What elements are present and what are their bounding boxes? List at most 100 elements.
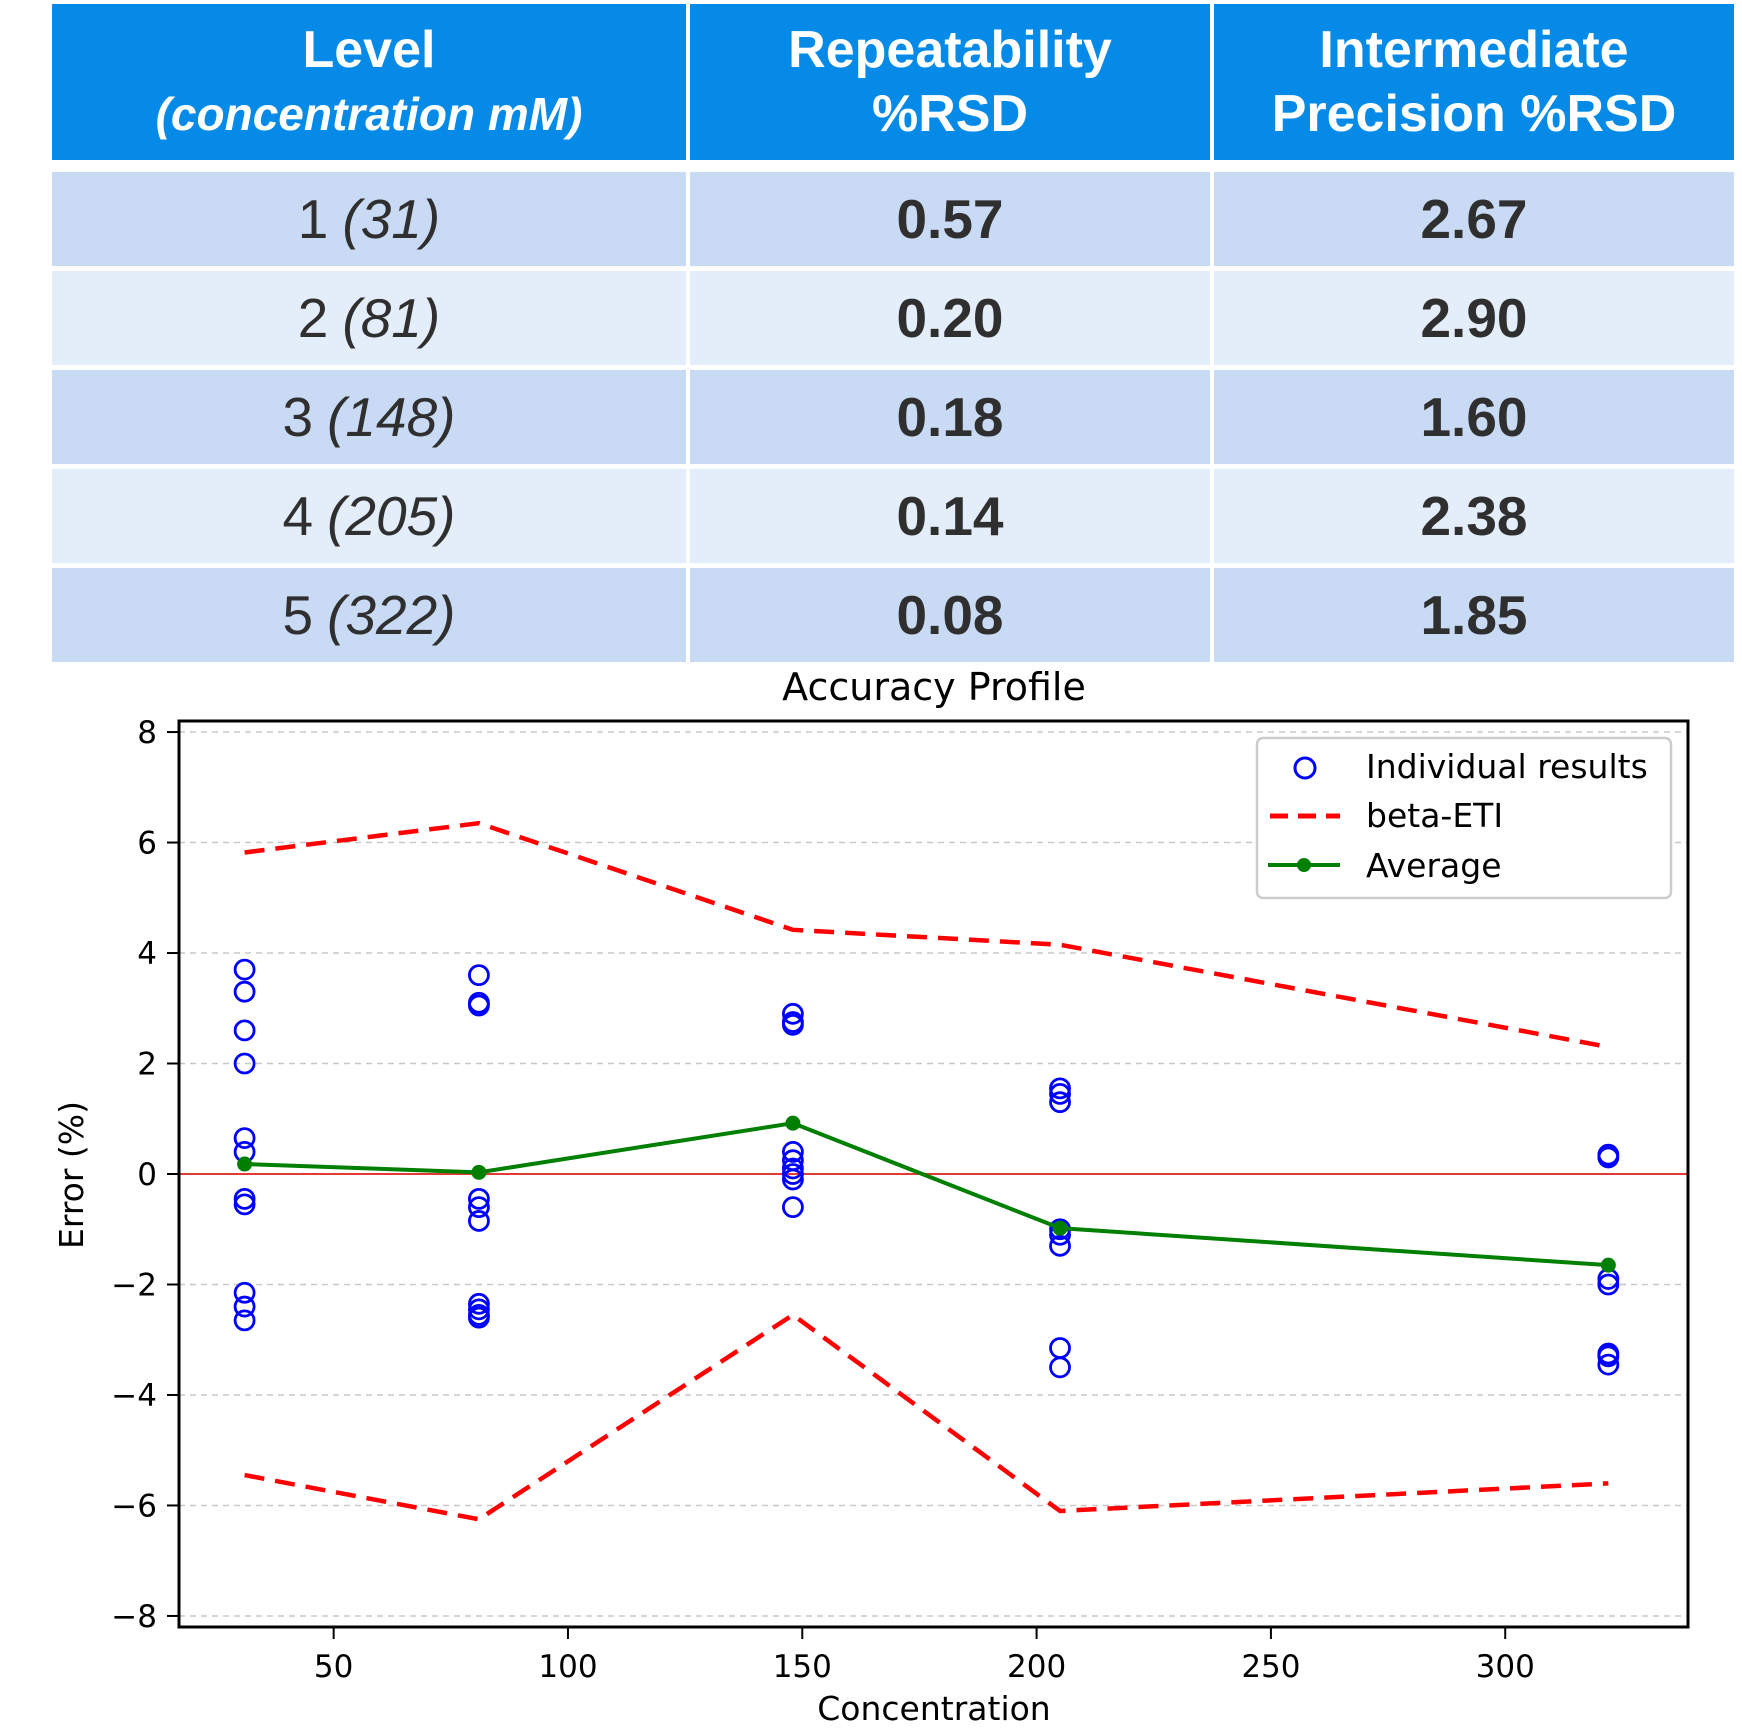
individual-result-point bbox=[233, 1295, 256, 1318]
y-tick-label: −4 bbox=[111, 1378, 157, 1414]
individual-result-point bbox=[468, 1187, 490, 1210]
header-repeatability: Repeatability %RSD bbox=[690, 4, 1210, 160]
x-tick-label: 300 bbox=[1476, 1649, 1535, 1685]
y-tick-label: −6 bbox=[111, 1488, 157, 1524]
average-line bbox=[244, 1121, 1609, 1268]
cell-intermediate-precision: 2.38 bbox=[1214, 469, 1734, 563]
y-ticks: 8 6 4 2 0 −2 −4 −6 −8 bbox=[111, 715, 179, 1635]
cell-level: 4 (205) bbox=[52, 469, 686, 563]
individual-result-point bbox=[233, 1127, 256, 1149]
header-intermediate-precision: Intermediate Precision %RSD bbox=[1214, 4, 1734, 160]
y-axis-label: Error (%) bbox=[52, 1101, 91, 1249]
average-point bbox=[785, 1115, 801, 1131]
individual-result-point bbox=[233, 1281, 256, 1304]
table-row: 5 (322) 0.08 1.85 bbox=[52, 568, 1738, 662]
level-number: 1 bbox=[297, 188, 329, 250]
individual-result-point bbox=[782, 1157, 804, 1180]
level-concentration: (148) bbox=[327, 386, 456, 448]
precision-table: Level (concentration mM) Repeatability %… bbox=[52, 4, 1738, 667]
x-tick-label: 200 bbox=[1007, 1649, 1066, 1685]
average-point bbox=[1600, 1257, 1616, 1273]
legend-average-label: Average bbox=[1366, 846, 1502, 885]
individual-result-point bbox=[468, 1292, 490, 1315]
table-row: 4 (205) 0.14 2.38 bbox=[52, 469, 1738, 563]
y-tick-label: 6 bbox=[137, 826, 157, 862]
x-tick-label: 100 bbox=[538, 1649, 597, 1685]
beta-eti-upper-line bbox=[244, 820, 1609, 1050]
average-point bbox=[237, 1156, 253, 1172]
chart-title: Accuracy Profile bbox=[782, 665, 1086, 709]
legend-individual-results-label: Individual results bbox=[1366, 747, 1648, 786]
y-tick-label: 4 bbox=[137, 936, 157, 972]
individual-result-point bbox=[468, 1306, 490, 1329]
chart-marks bbox=[179, 820, 1688, 1522]
cell-repeatability: 0.14 bbox=[690, 469, 1210, 563]
individual-result-point bbox=[233, 1309, 256, 1332]
individual-result-point bbox=[782, 1013, 804, 1036]
individual-result-point bbox=[233, 1193, 256, 1216]
y-tick-label: 2 bbox=[137, 1047, 157, 1083]
cell-level: 2 (81) bbox=[52, 271, 686, 365]
legend-individual-results-icon bbox=[1293, 756, 1317, 780]
header-level: Level (concentration mM) bbox=[52, 4, 686, 160]
individual-result-point bbox=[1597, 1273, 1620, 1296]
legend-beta-eti-label: beta-ETI bbox=[1366, 796, 1503, 835]
individual-result-point bbox=[233, 1187, 256, 1210]
individual-result-point bbox=[782, 1163, 804, 1185]
individual-result-point bbox=[1049, 1082, 1071, 1105]
cell-repeatability: 0.57 bbox=[690, 172, 1210, 266]
individual-result-point bbox=[782, 1002, 804, 1025]
level-concentration: (81) bbox=[342, 287, 441, 349]
individual-result-point bbox=[782, 1168, 804, 1191]
cell-level: 5 (322) bbox=[52, 568, 686, 662]
legend: Individual results beta-ETI Average bbox=[1255, 736, 1673, 900]
individual-result-point bbox=[233, 958, 256, 981]
x-axis-label: Concentration bbox=[817, 1689, 1050, 1728]
table-row: 3 (148) 0.18 1.60 bbox=[52, 370, 1738, 464]
average-point bbox=[1052, 1220, 1068, 1236]
individual-result-point bbox=[782, 1141, 804, 1163]
y-tick-label: −8 bbox=[111, 1599, 157, 1635]
individual-result-point bbox=[1597, 1146, 1620, 1169]
cell-level: 3 (148) bbox=[52, 370, 686, 464]
individual-result-point bbox=[1049, 1077, 1071, 1100]
y-tick-label: −2 bbox=[111, 1267, 157, 1303]
individual-result-point bbox=[1597, 1353, 1620, 1376]
cell-repeatability: 0.08 bbox=[690, 568, 1210, 662]
plot-frame bbox=[177, 719, 1690, 1629]
table-row: 2 (81) 0.20 2.90 bbox=[52, 271, 1738, 365]
level-number: 3 bbox=[282, 386, 314, 448]
level-concentration: (322) bbox=[327, 584, 456, 646]
cell-intermediate-precision: 1.60 bbox=[1214, 370, 1734, 464]
individual-result-point bbox=[468, 1298, 490, 1321]
legend-box bbox=[1255, 736, 1673, 900]
individual-result-point bbox=[468, 964, 490, 987]
y-tick-label: 8 bbox=[137, 715, 157, 751]
beta-eti-lower-line bbox=[244, 1312, 1609, 1522]
individual-result-point bbox=[1049, 1356, 1071, 1379]
individual-result-point bbox=[233, 1052, 256, 1075]
cell-intermediate-precision: 2.90 bbox=[1214, 271, 1734, 365]
individual-result-point bbox=[468, 1210, 490, 1232]
table-row: 1 (31) 0.57 2.67 bbox=[52, 172, 1738, 266]
cell-intermediate-precision: 1.85 bbox=[1214, 568, 1734, 662]
table-header-row: Level (concentration mM) Repeatability %… bbox=[52, 4, 1738, 160]
level-concentration: (205) bbox=[327, 485, 456, 547]
level-concentration: (31) bbox=[342, 188, 441, 250]
individual-result-point bbox=[782, 1196, 804, 1219]
individual-result-point bbox=[1049, 1337, 1071, 1359]
individual-result-point bbox=[233, 980, 256, 1003]
level-number: 5 bbox=[282, 584, 314, 646]
x-ticks: 50 100 150 200 250 300 bbox=[314, 1627, 1535, 1685]
x-tick-label: 50 bbox=[314, 1649, 353, 1685]
x-tick-label: 250 bbox=[1241, 1649, 1300, 1685]
x-tick-label: 150 bbox=[773, 1649, 832, 1685]
cell-intermediate-precision: 2.67 bbox=[1214, 172, 1734, 266]
individual-result-point bbox=[1049, 1234, 1071, 1257]
individual-result-point bbox=[1597, 1345, 1620, 1368]
individual-result-point bbox=[1049, 1091, 1071, 1114]
individual-result-point bbox=[468, 991, 490, 1014]
average-point bbox=[471, 1164, 487, 1180]
cell-repeatability: 0.18 bbox=[690, 370, 1210, 464]
